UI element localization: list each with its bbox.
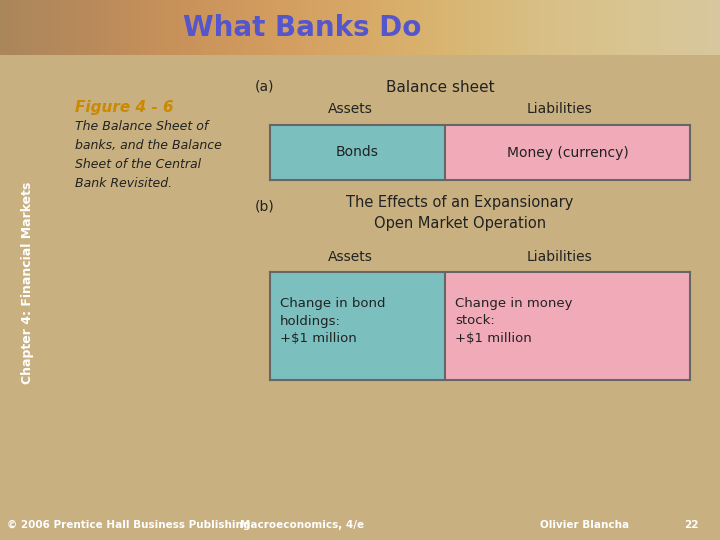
Text: Assets: Assets [328,102,372,116]
Text: (b): (b) [255,200,275,214]
Text: Macroeconomics, 4/e: Macroeconomics, 4/e [240,520,364,530]
Text: The Balance Sheet of
banks, and the Balance
Sheet of the Central
Bank Revisited.: The Balance Sheet of banks, and the Bala… [75,120,222,190]
Text: 22: 22 [684,520,698,530]
Text: Olivier Blancha: Olivier Blancha [540,520,629,530]
Text: Bonds: Bonds [336,145,379,159]
Text: Change in bond
holdings:
+$1 million: Change in bond holdings: +$1 million [280,296,385,346]
Text: © 2006 Prentice Hall Business Publishing: © 2006 Prentice Hall Business Publishing [7,520,251,530]
Text: Liabilities: Liabilities [527,102,593,116]
Text: Money (currency): Money (currency) [507,145,629,159]
Text: Liabilities: Liabilities [527,250,593,264]
Text: (a): (a) [255,80,274,94]
Text: Figure 4 - 6: Figure 4 - 6 [75,100,174,115]
Bar [445,125,690,180]
Text: The Effects of an Expansionary
Open Market Operation: The Effects of an Expansionary Open Mark… [346,195,574,231]
Bar [270,272,445,380]
Text: Assets: Assets [328,250,372,264]
Bar [445,272,690,380]
Text: What Banks Do: What Banks Do [183,14,422,42]
Text: Change in money
stock:
+$1 million: Change in money stock: +$1 million [455,296,572,346]
Text: Balance sheet: Balance sheet [386,80,495,95]
Bar [270,125,445,180]
Text: Chapter 4: Financial Markets: Chapter 4: Financial Markets [21,181,34,384]
